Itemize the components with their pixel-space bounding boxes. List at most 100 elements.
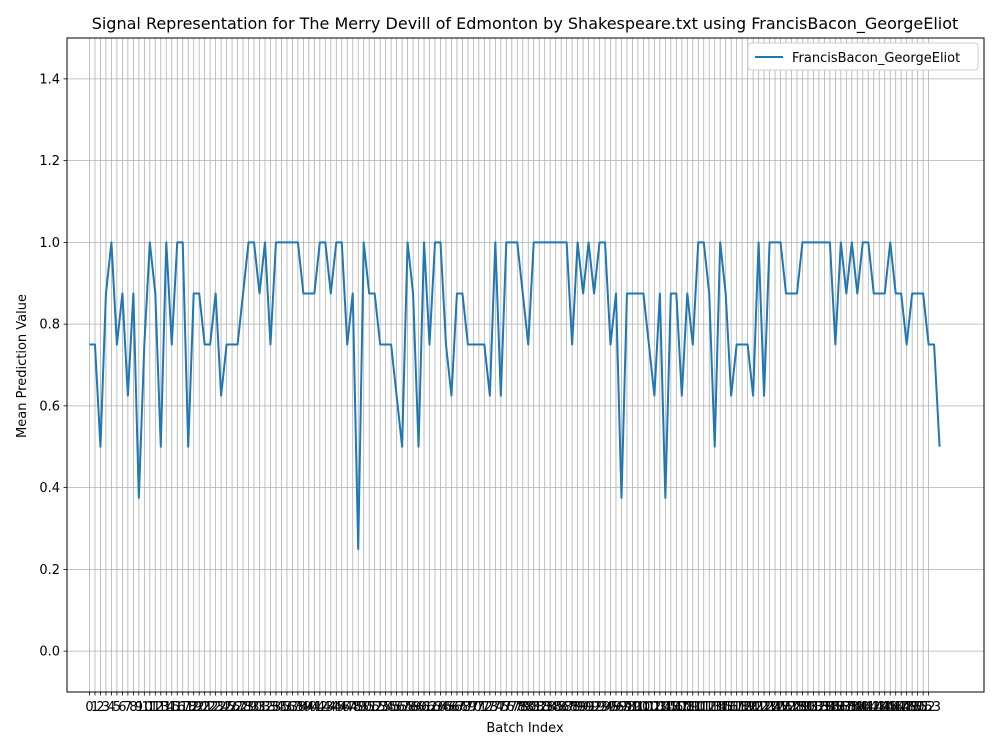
x-tick-label: 74 (487, 700, 504, 715)
x-tick-label: 28 (235, 700, 252, 715)
x-tick-label: 152 (911, 700, 936, 715)
x-tick-label: 16 (169, 700, 186, 715)
x-tick-label: 47 (339, 700, 356, 715)
y-tick-label: 1.0 (39, 236, 60, 251)
x-tick-label: 12 (147, 700, 164, 715)
x-tick-label: 130 (790, 700, 815, 715)
x-tick-label: 133 (807, 700, 832, 715)
x-tick-label: 57 (394, 700, 411, 715)
x-tick-label: 113 (697, 700, 722, 715)
x-tick-label: 2 (96, 700, 104, 715)
x-tick-label: 98 (619, 700, 636, 715)
x-tick-label: 62 (421, 700, 438, 715)
x-tick-label: 102 (636, 700, 661, 715)
plot-frame (66, 37, 985, 693)
x-tick-label: 77 (504, 700, 521, 715)
x-tick-label: 136 (823, 700, 848, 715)
x-tick-label: 110 (680, 700, 705, 715)
x-tick-label: 5 (113, 700, 121, 715)
x-tick-label: 41 (306, 700, 323, 715)
x-tick-label: 20 (191, 700, 208, 715)
y-tick-label: 0.2 (39, 563, 60, 578)
x-tick-label: 49 (350, 700, 367, 715)
x-tick-label: 69 (460, 700, 477, 715)
x-tick-label: 89 (569, 700, 586, 715)
x-tick-label: 153 (916, 700, 941, 715)
x-tick-label: 142 (856, 700, 881, 715)
x-tick-label: 143 (861, 700, 886, 715)
x-tick-label: 3 (102, 700, 110, 715)
x-axis-label: Batch Index (486, 721, 564, 736)
x-tick-label: 105 (653, 700, 678, 715)
x-tick-label: 148 (889, 700, 914, 715)
x-tick-label: 116 (713, 700, 738, 715)
x-tick-label: 117 (719, 700, 744, 715)
x-tick-label: 79 (514, 700, 531, 715)
x-tick-label: 137 (828, 700, 853, 715)
x-tick-label: 10 (136, 700, 153, 715)
x-tick-label: 24 (213, 700, 230, 715)
x-tick-label: 68 (454, 700, 471, 715)
x-tick-label: 29 (240, 700, 257, 715)
y-tick-label: 0.0 (39, 645, 60, 660)
x-tick-label: 73 (482, 700, 499, 715)
x-tick-label: 144 (867, 700, 892, 715)
x-tick-label: 111 (686, 700, 711, 715)
x-tick-label: 71 (471, 700, 488, 715)
x-tick-label: 151 (905, 700, 930, 715)
x-tick-label: 95 (602, 700, 619, 715)
x-tick-label: 82 (531, 700, 548, 715)
x-tick-label: 128 (779, 700, 804, 715)
x-tick-label: 22 (202, 700, 219, 715)
x-tick-label: 145 (872, 700, 897, 715)
x-tick-label: 101 (631, 700, 656, 715)
x-tick-label: 93 (591, 700, 608, 715)
x-tick-label: 60 (410, 700, 427, 715)
y-tick-label: 0.8 (39, 318, 60, 333)
x-tick-label: 38 (290, 700, 307, 715)
x-tick-label: 150 (900, 700, 925, 715)
y-tick-label: 1.2 (39, 154, 60, 169)
x-tick-label: 76 (498, 700, 515, 715)
x-tick-label: 42 (312, 700, 329, 715)
x-tick-label: 149 (894, 700, 919, 715)
x-tick-label: 94 (597, 700, 614, 715)
x-tick-label: 35 (273, 700, 290, 715)
x-tick-label: 99 (624, 700, 641, 715)
x-tick-label: 112 (691, 700, 716, 715)
x-tick-label: 96 (608, 700, 625, 715)
x-tick-label: 132 (801, 700, 826, 715)
x-tick-label: 27 (229, 700, 246, 715)
x-tick-label: 107 (664, 700, 689, 715)
x-tick-label: 66 (443, 700, 460, 715)
x-tick-label: 65 (438, 700, 455, 715)
x-tick-label: 13 (153, 700, 170, 715)
x-tick-label: 141 (850, 700, 875, 715)
x-tick-label: 31 (251, 700, 268, 715)
x-tick-label: 36 (279, 700, 296, 715)
x-tick-label: 114 (702, 700, 727, 715)
x-tick-label: 37 (284, 700, 301, 715)
x-tick-label: 123 (752, 700, 777, 715)
x-tick-label: 92 (586, 700, 603, 715)
x-tick-label: 7 (124, 700, 132, 715)
x-tick-label: 139 (839, 700, 864, 715)
x-tick-label: 118 (724, 700, 749, 715)
x-tick-label: 83 (536, 700, 553, 715)
x-tick-label: 87 (558, 700, 575, 715)
x-tick-label: 0 (85, 700, 93, 715)
x-tick-label: 85 (547, 700, 564, 715)
y-tick-label: 1.4 (39, 72, 60, 87)
x-tick-label: 8 (129, 700, 137, 715)
x-tick-label: 124 (757, 700, 782, 715)
x-tick-label: 58 (399, 700, 416, 715)
x-tick-label: 109 (675, 700, 700, 715)
x-tick-label: 140 (845, 700, 870, 715)
x-tick-label: 18 (180, 700, 197, 715)
y-axis-ticks: 0.0 0.2 0.4 0.6 0.8 1.0 1.2 1.4 (39, 72, 67, 660)
x-tick-label: 63 (427, 700, 444, 715)
x-tick-label: 30 (246, 700, 263, 715)
x-tick-label: 75 (493, 700, 510, 715)
y-tick-label: 0.6 (39, 399, 60, 414)
x-tick-label: 25 (218, 700, 235, 715)
